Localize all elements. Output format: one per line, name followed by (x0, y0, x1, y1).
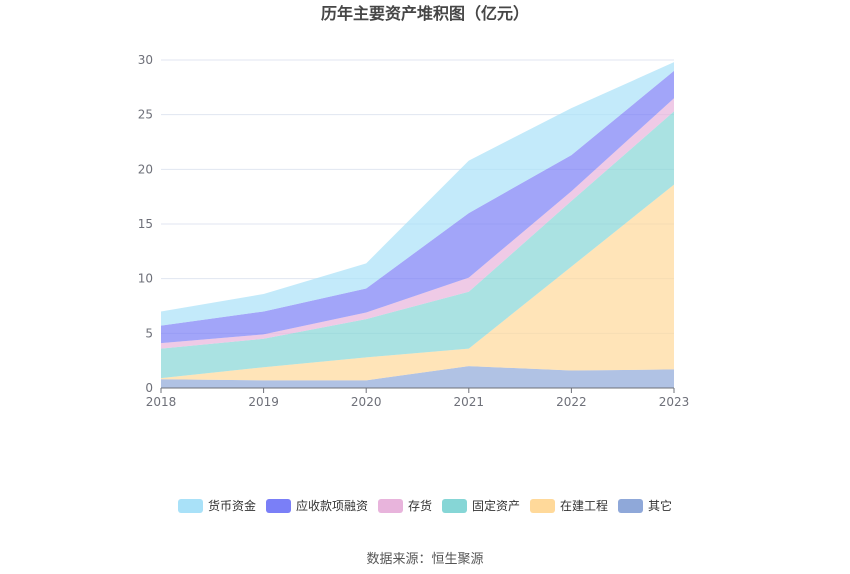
data-source: 数据来源：恒生聚源 (366, 552, 483, 567)
legend-swatch (530, 499, 555, 513)
legend-label: 货币资金 (208, 498, 256, 513)
y-tick-label: 20 (138, 162, 153, 176)
area-固定资产 (161, 111, 674, 379)
y-tick-label: 15 (138, 217, 153, 231)
x-tick-label: 2019 (248, 395, 279, 409)
x-tick-label: 2018 (146, 395, 177, 409)
legend-swatch (378, 499, 403, 513)
legend-label: 应收款项融资 (296, 498, 368, 513)
legend-item-在建工程[interactable]: 在建工程 (530, 498, 608, 513)
x-tick-label: 2023 (659, 395, 690, 409)
legend-item-存货[interactable]: 存货 (378, 498, 432, 513)
legend-label: 固定资产 (472, 498, 520, 513)
area-series (161, 62, 674, 388)
y-tick-label: 0 (145, 381, 153, 395)
x-tick-label: 2020 (351, 395, 382, 409)
legend-item-货币资金[interactable]: 货币资金 (178, 498, 256, 513)
area-应收款项融资 (161, 70, 674, 344)
area-存货 (161, 98, 674, 349)
legend-swatch (442, 499, 467, 513)
area-在建工程 (161, 184, 674, 381)
axes: 0 5 10 15 20 25 30 2018 2019 2020 2021 2022 2023 (138, 53, 690, 409)
chart-title: 历年主要资产堆积图（亿元） (321, 4, 529, 23)
y-tick-label: 5 (145, 326, 153, 340)
area-其它 (161, 366, 674, 388)
legend-item-固定资产[interactable]: 固定资产 (442, 498, 520, 513)
legend[interactable]: 货币资金 应收款项融资 存货 固定资产 在建工程 其它 (178, 498, 672, 513)
y-tick-label: 30 (138, 53, 153, 67)
legend-swatch (178, 499, 203, 513)
area-货币资金 (161, 62, 674, 326)
legend-item-其它[interactable]: 其它 (618, 498, 672, 513)
legend-label: 其它 (648, 498, 672, 513)
legend-swatch (618, 499, 643, 513)
legend-label: 存货 (408, 498, 432, 513)
x-tick-label: 2021 (454, 395, 485, 409)
y-tick-label: 10 (138, 272, 153, 286)
x-tick-label: 2022 (556, 395, 587, 409)
legend-swatch (266, 499, 291, 513)
y-tick-label: 25 (138, 108, 153, 122)
legend-label: 在建工程 (560, 498, 608, 513)
legend-item-应收款项融资[interactable]: 应收款项融资 (266, 498, 368, 513)
